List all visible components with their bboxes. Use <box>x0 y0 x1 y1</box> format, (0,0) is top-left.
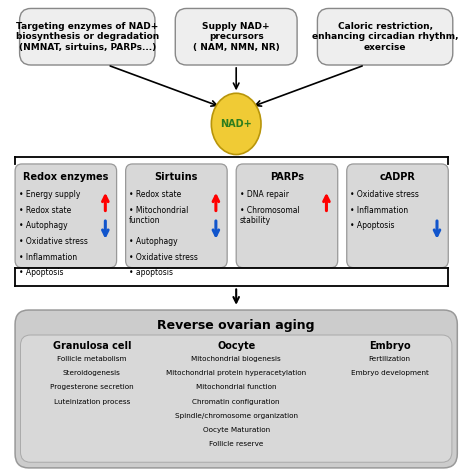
Text: • Inflammation: • Inflammation <box>18 253 77 262</box>
FancyBboxPatch shape <box>20 335 452 462</box>
FancyBboxPatch shape <box>19 9 155 65</box>
Text: Embryo: Embryo <box>369 341 410 351</box>
Text: Embryo development: Embryo development <box>351 370 428 376</box>
Text: • Autophagy: • Autophagy <box>18 221 67 230</box>
Text: • Chromosomal
stability: • Chromosomal stability <box>240 206 300 225</box>
FancyBboxPatch shape <box>126 164 227 268</box>
Text: Redox enzymes: Redox enzymes <box>23 173 109 182</box>
Ellipse shape <box>211 93 261 155</box>
Text: Caloric restriction,
enhancing circadian rhythm,
exercise: Caloric restriction, enhancing circadian… <box>312 22 458 52</box>
Text: Oocyte Maturation: Oocyte Maturation <box>202 427 270 433</box>
FancyBboxPatch shape <box>15 164 117 268</box>
Text: • Mitochondrial
function: • Mitochondrial function <box>129 206 189 225</box>
Text: PARPs: PARPs <box>270 173 304 182</box>
Text: Spindle/chromosome organization: Spindle/chromosome organization <box>175 413 298 419</box>
Text: • Oxidative stress: • Oxidative stress <box>18 237 88 246</box>
Text: Targeting enzymes of NAD+
biosynthesis or degradation
(NMNAT, sirtuins, PARPs...: Targeting enzymes of NAD+ biosynthesis o… <box>16 22 159 52</box>
Text: cADPR: cADPR <box>380 173 415 182</box>
Text: Fertilization: Fertilization <box>369 356 410 362</box>
Text: Follicle reserve: Follicle reserve <box>209 441 264 447</box>
Text: NAD+: NAD+ <box>220 119 252 129</box>
Text: Luteinization process: Luteinization process <box>54 399 130 405</box>
FancyBboxPatch shape <box>15 310 457 468</box>
Text: • Redox state: • Redox state <box>18 206 71 215</box>
Text: Follicle metabolism: Follicle metabolism <box>57 356 127 362</box>
FancyBboxPatch shape <box>175 9 297 65</box>
Text: Reverse ovarian aging: Reverse ovarian aging <box>157 319 315 331</box>
Text: Chromatin configuration: Chromatin configuration <box>192 399 280 405</box>
Text: • Apoptosis: • Apoptosis <box>350 221 395 230</box>
Text: Steroidogenesis: Steroidogenesis <box>63 370 121 376</box>
Text: Mitochondrial biogenesis: Mitochondrial biogenesis <box>191 356 281 362</box>
Text: • Redox state: • Redox state <box>129 191 182 200</box>
Text: Oocyte: Oocyte <box>217 341 255 351</box>
FancyBboxPatch shape <box>236 164 337 268</box>
Text: Supply NAD+
precursors
( NAM, NMN, NR): Supply NAD+ precursors ( NAM, NMN, NR) <box>193 22 280 52</box>
Text: • DNA repair: • DNA repair <box>240 191 289 200</box>
Text: • Autophagy: • Autophagy <box>129 237 178 246</box>
Text: • Oxidative stress: • Oxidative stress <box>350 191 419 200</box>
Text: Granulosa cell: Granulosa cell <box>53 341 131 351</box>
Text: • Apoptosis: • Apoptosis <box>18 268 63 277</box>
Text: • Energy supply: • Energy supply <box>18 191 80 200</box>
FancyBboxPatch shape <box>347 164 448 268</box>
Text: • Inflammation: • Inflammation <box>350 206 409 215</box>
Text: Sirtuins: Sirtuins <box>155 173 198 182</box>
Text: Mitochondrial protein hyperacetylation: Mitochondrial protein hyperacetylation <box>166 370 306 376</box>
FancyBboxPatch shape <box>318 9 453 65</box>
Text: Mitochondrial function: Mitochondrial function <box>196 384 276 391</box>
Text: • apoptosis: • apoptosis <box>129 268 173 277</box>
Text: • Oxidative stress: • Oxidative stress <box>129 253 198 262</box>
Text: Progesterone secretion: Progesterone secretion <box>50 384 134 391</box>
